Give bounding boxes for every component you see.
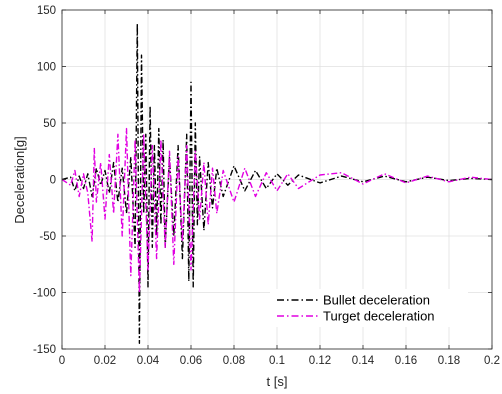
legend-box [270,289,468,327]
y-tick-label: 150 [37,5,56,17]
y-tick-label: 50 [43,118,56,130]
x-tick-label: 0 [59,355,65,367]
y-axis-label: Deceleration[g] [12,136,27,223]
x-tick-label: 0.06 [180,355,202,367]
x-tick-label: 0.02 [94,355,116,367]
legend: Bullet deceleration Turget deceleration [270,289,468,327]
series-layer [61,22,493,344]
y-tick-labels: 150 100 50 0 -50 -100 -150 [33,5,56,356]
x-tick-labels: 0 0.02 0.04 0.06 0.08 0.1 0.12 0.14 0.16 0.18 0.2 [59,355,500,367]
x-tick-label: 0.12 [309,355,331,367]
x-tick-label: 0.04 [137,355,160,367]
y-tick-label: 0 [50,175,56,187]
y-tick-label: -100 [33,288,56,300]
x-tick-label: 0.1 [269,355,285,367]
x-tick-label: 0.2 [484,355,500,367]
legend-label-turget: Turget deceleration [323,309,435,324]
y-tick-label: -50 [39,231,56,243]
x-tick-label: 0.14 [352,355,375,367]
x-tick-label: 0.18 [438,355,460,367]
x-axis-label: t [s] [267,374,288,389]
y-tick-label: 100 [37,62,56,74]
x-tick-label: 0.16 [395,355,417,367]
bullet-deceleration-line [61,22,493,344]
y-tick-label: -150 [33,344,56,356]
legend-label-bullet: Bullet deceleration [323,293,430,308]
x-tick-label: 0.08 [223,355,245,367]
axis-ticks [61,9,493,350]
turget-deceleration-line [61,127,493,294]
